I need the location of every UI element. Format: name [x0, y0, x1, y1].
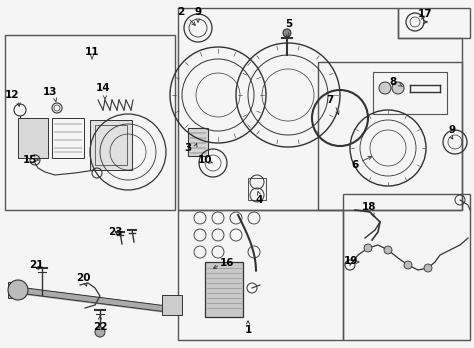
- Text: 11: 11: [85, 47, 99, 57]
- Bar: [95, 125, 127, 165]
- Circle shape: [384, 246, 392, 254]
- Text: 18: 18: [362, 202, 376, 212]
- Circle shape: [283, 29, 291, 37]
- Text: 2: 2: [177, 7, 185, 17]
- Text: 15: 15: [23, 155, 37, 165]
- Bar: [8, 282, 18, 298]
- Bar: [178, 210, 343, 340]
- Text: 9: 9: [194, 7, 201, 17]
- Text: 17: 17: [418, 9, 432, 19]
- Text: 19: 19: [344, 256, 358, 266]
- Text: 16: 16: [220, 258, 234, 268]
- Circle shape: [8, 280, 28, 300]
- Text: 8: 8: [389, 77, 397, 87]
- Bar: [205, 262, 243, 317]
- Circle shape: [404, 261, 412, 269]
- Text: 6: 6: [351, 160, 359, 170]
- Text: 13: 13: [43, 87, 57, 97]
- Bar: [18, 118, 48, 158]
- Circle shape: [364, 244, 372, 252]
- Bar: [162, 295, 182, 315]
- Bar: [248, 178, 266, 200]
- Circle shape: [424, 264, 432, 272]
- Text: 12: 12: [5, 90, 19, 100]
- Text: 20: 20: [76, 273, 90, 283]
- Circle shape: [379, 82, 391, 94]
- Bar: [318, 62, 462, 210]
- Text: 22: 22: [93, 322, 107, 332]
- Text: 21: 21: [29, 260, 43, 270]
- Text: 3: 3: [184, 143, 191, 153]
- Circle shape: [95, 327, 105, 337]
- Text: 1: 1: [245, 325, 252, 335]
- Bar: [5, 35, 175, 210]
- Bar: [343, 194, 470, 340]
- Bar: [188, 128, 208, 156]
- Text: 7: 7: [326, 95, 334, 105]
- Bar: [398, 8, 470, 38]
- Text: 4: 4: [255, 195, 263, 205]
- Text: 14: 14: [96, 83, 110, 93]
- Text: 5: 5: [285, 19, 292, 29]
- Bar: [373, 72, 447, 114]
- Text: 23: 23: [108, 227, 122, 237]
- Bar: [52, 118, 84, 158]
- Text: 9: 9: [448, 125, 456, 135]
- Text: 10: 10: [198, 155, 212, 165]
- Bar: [90, 120, 132, 170]
- Circle shape: [392, 82, 404, 94]
